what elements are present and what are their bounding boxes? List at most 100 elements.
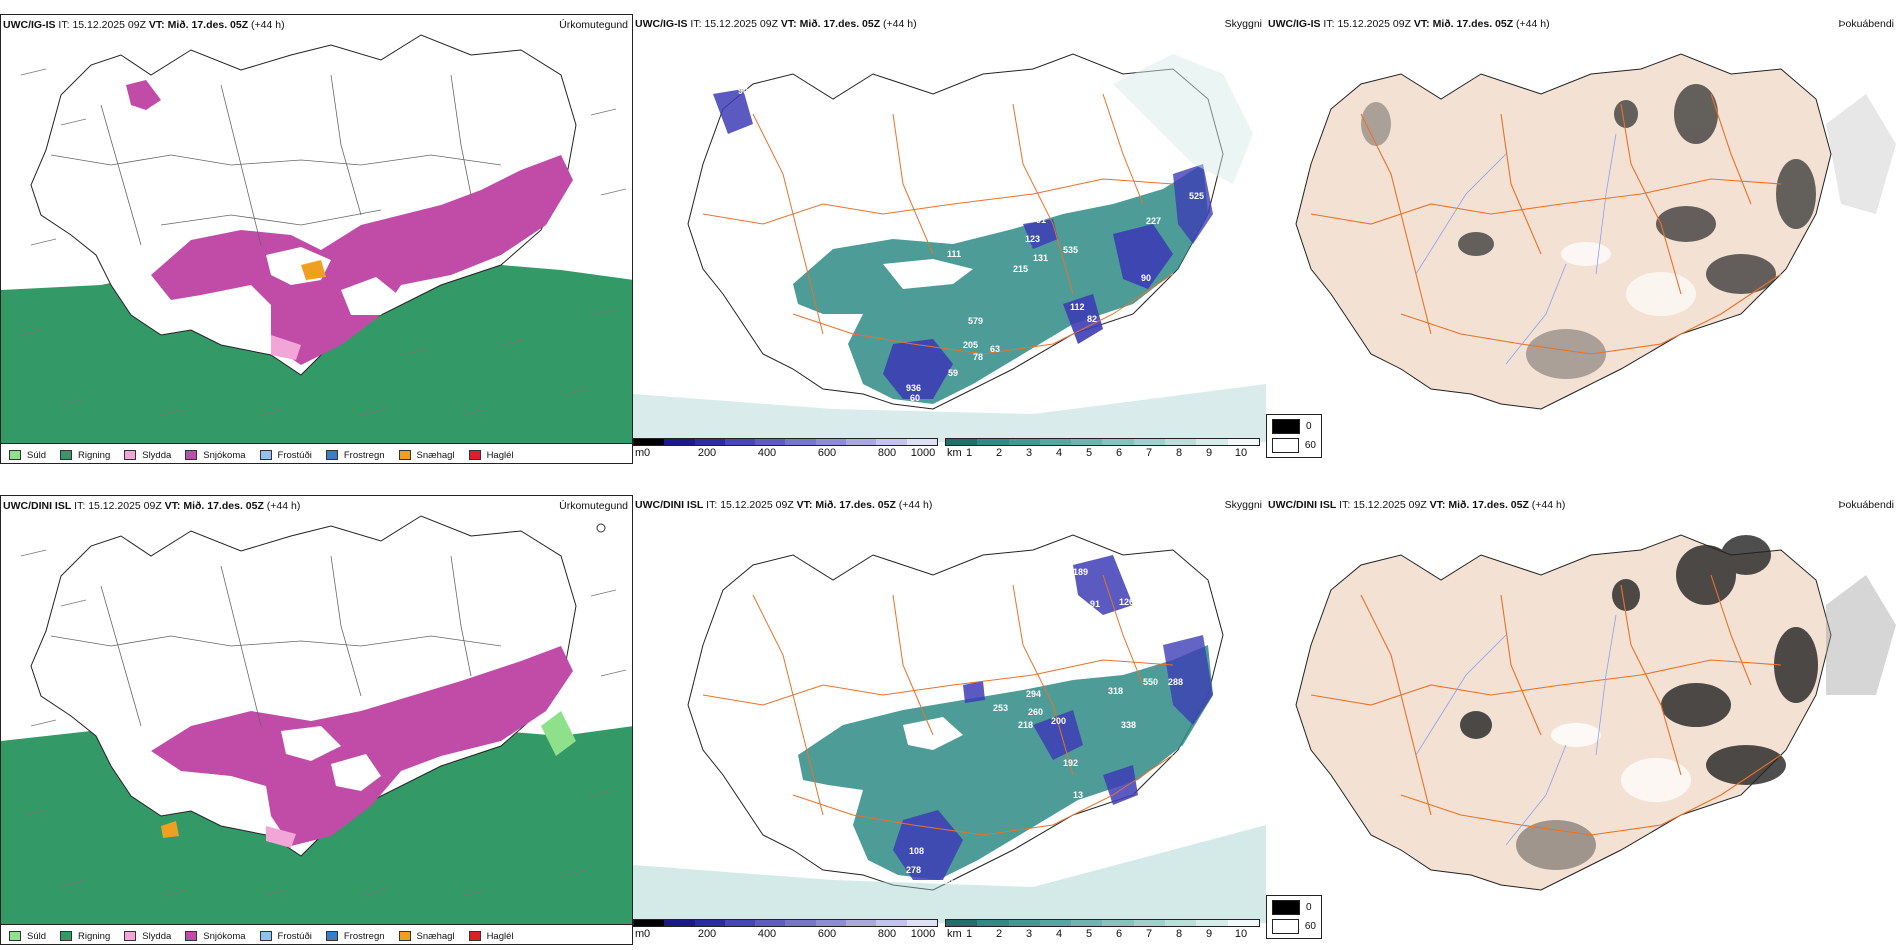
legend-item-frostudi: Frostúði — [259, 931, 312, 942]
panel-product-label: Úrkomutegund — [559, 500, 628, 512]
svg-text:288: 288 — [1168, 677, 1183, 687]
colorbar-segment — [1008, 439, 1040, 445]
svg-text:80: 80 — [951, 691, 961, 701]
colorbar-segment — [634, 920, 665, 926]
visibility-map: 189 91 126 47 80 253 294 260 218 200 318… — [633, 534, 1266, 923]
svg-text:90: 90 — [1141, 273, 1151, 283]
panel-title: UWC/DINI ISL IT: 15.12.2025 09Z VT: Mið.… — [3, 500, 301, 512]
colorbar-segment — [1227, 920, 1259, 926]
colorbar-segment — [755, 439, 786, 445]
legend-item-sudd: Súld — [9, 931, 46, 942]
svg-text:126: 126 — [1119, 597, 1134, 607]
panel-title: UWC/IG-IS IT: 15.12.2025 09Z VT: Mið. 17… — [635, 18, 917, 30]
svg-text:318: 318 — [1108, 686, 1123, 696]
legend-item-slydda: Slydda — [124, 450, 171, 461]
colorbar-segment — [876, 920, 907, 926]
colorbar-segment — [1165, 920, 1197, 926]
fog-map — [1295, 534, 1896, 891]
colorbar-segment — [946, 439, 978, 445]
colorbar-segment — [1039, 920, 1072, 926]
fog-panel-top: UWC/IG-IS IT: 15.12.2025 09Z VT: Mið. 17… — [1266, 14, 1900, 464]
legend-swatch — [185, 931, 198, 941]
colorbar-segment — [724, 920, 756, 926]
panel-title: UWC/IG-IS IT: 15.12.2025 09Z VT: Mið. 17… — [1268, 18, 1550, 30]
svg-text:278: 278 — [906, 865, 921, 875]
svg-text:253: 253 — [993, 703, 1008, 713]
legend-item-slydda: Slydda — [124, 931, 171, 942]
svg-text:294: 294 — [1026, 689, 1041, 699]
legend-swatch — [259, 450, 272, 460]
svg-text:192: 192 — [1063, 758, 1078, 768]
visibility-colorbar: km 1 2 3 4 5 6 7 8 9 10 — [945, 438, 1260, 460]
fog-legend: 0 60 — [1266, 414, 1322, 458]
legend-swatch — [325, 931, 338, 941]
precip-type-map — [1, 496, 632, 924]
legend-swatch — [124, 450, 137, 460]
svg-text:200: 200 — [1051, 716, 1066, 726]
legend-item-haglel: Haglél — [468, 450, 514, 461]
panel-title: UWC/DINI ISL IT: 15.12.2025 09Z VT: Mið.… — [635, 499, 933, 511]
legend-swatch — [185, 450, 198, 460]
colorbar-ticks: m 0 200 400 600 800 1000 — [635, 447, 936, 459]
fog-map — [1295, 53, 1896, 410]
colorbar-segment — [694, 920, 725, 926]
svg-text:63: 63 — [990, 344, 1000, 354]
legend-swatch — [9, 450, 21, 460]
svg-text:112: 112 — [1070, 302, 1085, 312]
svg-text:227: 227 — [1146, 216, 1161, 226]
precip-legend: Súld Rigning Slydda Snjókoma Frostúði Fr… — [1, 924, 632, 944]
panel-product-label: Þokuábendi — [1838, 499, 1894, 511]
svg-text:13: 13 — [1073, 790, 1083, 800]
colorbar-segment — [1039, 439, 1072, 445]
colorbar-strip — [945, 438, 1260, 446]
legend-item-frostudi: Frostúði — [259, 450, 312, 461]
colorbar-segment — [785, 439, 816, 445]
svg-text:535: 535 — [1063, 245, 1078, 255]
colorbar-segment — [815, 920, 847, 926]
svg-text:59: 59 — [948, 368, 958, 378]
colorbar-segment — [1102, 920, 1134, 926]
colorbar-segment — [785, 920, 816, 926]
fog-swatch-black — [1272, 419, 1300, 434]
precip-legend: Súld Rigning Slydda Snjókoma Frostúði Fr… — [1, 443, 632, 463]
svg-text:550: 550 — [1143, 677, 1158, 687]
visibility-colorbar: km 1 2 3 4 5 6 7 8 9 10 — [945, 919, 1260, 941]
legend-item-frostregn: Frostregn — [325, 450, 385, 461]
colorbar-segment — [906, 920, 937, 926]
legend-item-frostregn: Frostregn — [325, 931, 385, 942]
fog-legend-row: 0 — [1272, 900, 1316, 915]
colorbar-segment — [664, 920, 695, 926]
svg-text:936: 936 — [906, 383, 921, 393]
colorbar-segment — [1133, 920, 1166, 926]
svg-text:338: 338 — [1121, 720, 1136, 730]
fog-legend-row: 60 — [1272, 438, 1316, 453]
svg-text:82: 82 — [1087, 314, 1097, 324]
legend-item-rigning: Rigning — [60, 450, 110, 461]
visibility-panel-top: UWC/IG-IS IT: 15.12.2025 09Z VT: Mið. 17… — [633, 14, 1266, 464]
legend-swatch — [9, 931, 21, 941]
legend-swatch — [124, 931, 137, 941]
colorbar-segment — [724, 439, 756, 445]
panel-title: UWC/DINI ISL IT: 15.12.2025 09Z VT: Mið.… — [1268, 499, 1566, 511]
colorbar-segment — [977, 439, 1009, 445]
colorbar-segment — [694, 439, 725, 445]
svg-text:111: 111 — [947, 249, 961, 259]
legend-swatch — [468, 931, 481, 941]
legend-swatch — [60, 931, 73, 941]
panel-product-label: Úrkomutegund — [559, 19, 628, 31]
svg-text:579: 579 — [968, 316, 983, 326]
svg-text:90: 90 — [738, 86, 748, 96]
colorbar-segment — [906, 439, 937, 445]
svg-text:131: 131 — [1033, 253, 1048, 263]
colorbar-segment — [977, 920, 1009, 926]
legend-item-sudd: Súld — [9, 450, 46, 461]
svg-text:61: 61 — [1066, 336, 1076, 346]
fog-swatch-black — [1272, 900, 1300, 915]
legend-item-snjokoma: Snjókoma — [185, 931, 246, 942]
fog-panel-bottom: UWC/DINI ISL IT: 15.12.2025 09Z VT: Mið.… — [1266, 495, 1900, 945]
legend-swatch — [468, 450, 481, 460]
colorbar-segment — [946, 920, 978, 926]
colorbar-segment — [1102, 439, 1134, 445]
panel-product-label: Skyggni — [1224, 499, 1262, 511]
svg-text:78: 78 — [973, 352, 983, 362]
